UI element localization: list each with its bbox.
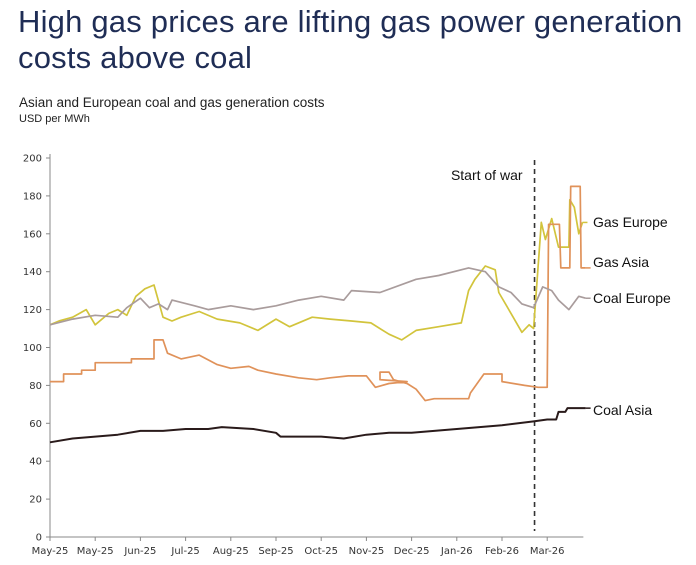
series-label-coal-europe: Coal Europe bbox=[593, 290, 671, 306]
y-tick-label: 200 bbox=[23, 154, 42, 165]
x-tick-label: Feb-26 bbox=[485, 546, 519, 557]
x-tick-label: Dec-25 bbox=[394, 546, 430, 557]
y-tick-label: 20 bbox=[29, 495, 42, 506]
y-tick-label: 60 bbox=[29, 419, 42, 430]
y-tick-label: 120 bbox=[23, 305, 42, 316]
x-tick-label: Jul-25 bbox=[170, 546, 199, 557]
y-tick-label: 180 bbox=[23, 191, 42, 202]
y-tick-label: 140 bbox=[23, 267, 42, 278]
x-tick-label: Oct-25 bbox=[304, 546, 338, 557]
y-tick-label: 40 bbox=[29, 457, 42, 468]
unit-label: USD per MWh bbox=[19, 113, 90, 125]
x-tick-label: Jan-26 bbox=[440, 546, 473, 557]
x-tick-label: Mar-26 bbox=[530, 546, 565, 557]
y-tick-label: 100 bbox=[23, 343, 42, 354]
page-title: High gas prices are lifting gas power ge… bbox=[18, 4, 683, 75]
x-tick-label: Nov-25 bbox=[349, 546, 385, 557]
x-tick-label: May-25 bbox=[77, 546, 114, 557]
x-tick-label: Sep-25 bbox=[258, 546, 293, 557]
x-tick-label: Jun-25 bbox=[123, 546, 156, 557]
series-line-coal-europe bbox=[49, 267, 586, 326]
chart-subtitle: Asian and European coal and gas generati… bbox=[19, 95, 325, 110]
series-label-gas-asia: Gas Asia bbox=[593, 254, 649, 270]
start-of-war-label: Start of war bbox=[451, 167, 523, 183]
y-tick-label: 0 bbox=[36, 533, 42, 544]
y-tick-label: 80 bbox=[29, 381, 42, 392]
x-tick-label: Aug-25 bbox=[213, 546, 249, 557]
series-line-coal-asia bbox=[49, 407, 586, 444]
series-line-gas-asia bbox=[50, 185, 586, 402]
series-line-gas-europe bbox=[49, 198, 584, 341]
series-label-gas-europe: Gas Europe bbox=[593, 214, 668, 230]
x-tick-label: May-25 bbox=[32, 546, 69, 557]
y-tick-label: 160 bbox=[23, 229, 42, 240]
series-label-coal-asia: Coal Asia bbox=[593, 402, 652, 418]
